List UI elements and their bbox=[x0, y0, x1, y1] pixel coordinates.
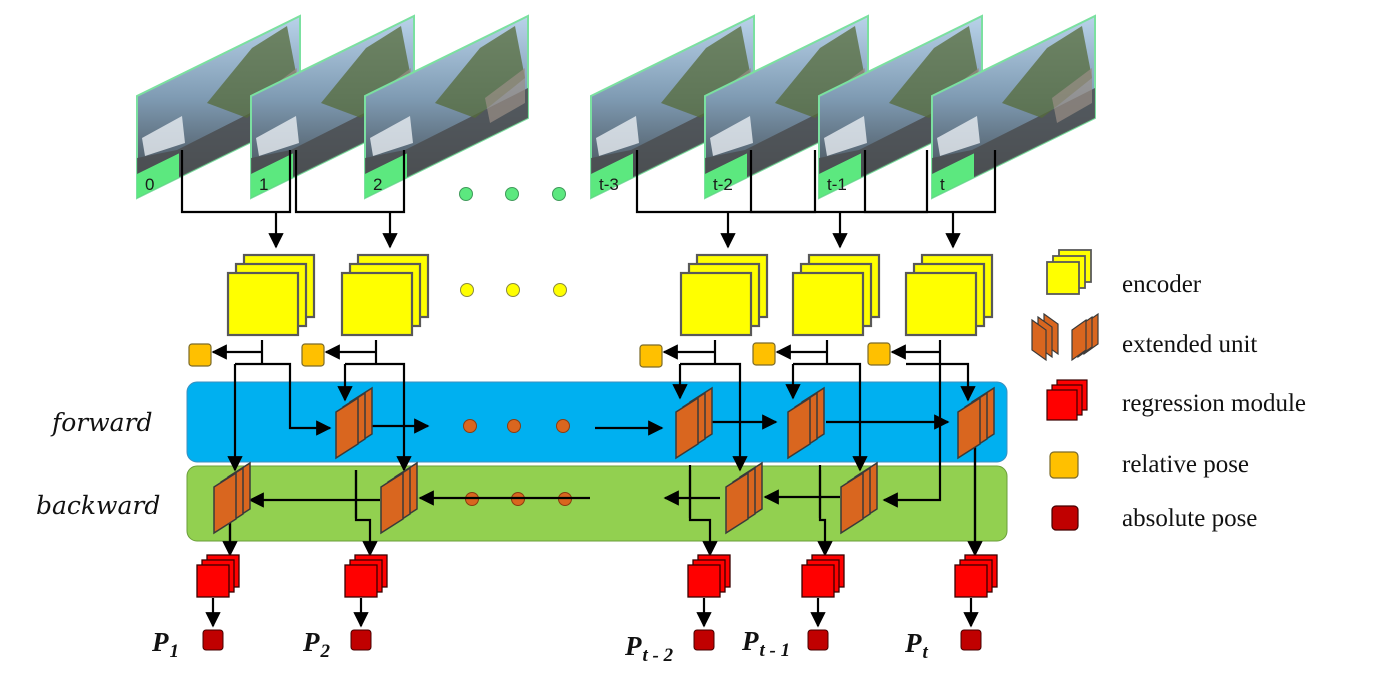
regression-module bbox=[801, 554, 845, 598]
frame-label: t-3 bbox=[599, 175, 619, 194]
legend-encoder-label: encoder bbox=[1122, 271, 1202, 298]
frame-label: 2 bbox=[373, 175, 382, 194]
extended-unit bbox=[957, 386, 995, 460]
encoder bbox=[904, 253, 994, 337]
extended-unit bbox=[213, 461, 251, 535]
output-label: Pt - 1 bbox=[741, 626, 790, 661]
extended-unit bbox=[380, 461, 418, 535]
encoder bbox=[679, 253, 769, 337]
backward-row-label: backward bbox=[36, 491, 160, 520]
backward-band bbox=[186, 465, 1008, 542]
relative-poses bbox=[188, 342, 891, 368]
legend-relative-pose-label: relative pose bbox=[1122, 451, 1249, 478]
absolute-pose bbox=[960, 629, 982, 651]
forward-ellipsis bbox=[463, 419, 570, 433]
forward-row-label: forward bbox=[50, 408, 153, 437]
relative-pose bbox=[867, 342, 891, 366]
output-label: Pt bbox=[904, 628, 929, 663]
regression-module bbox=[344, 554, 388, 598]
absolute-pose bbox=[350, 629, 372, 651]
frame-label: 1 bbox=[259, 175, 268, 194]
extended-unit bbox=[840, 461, 878, 535]
regression-module bbox=[196, 554, 240, 598]
regression-modules bbox=[196, 554, 998, 651]
extended-units bbox=[213, 386, 995, 535]
legend-extended-unit-label: extended unit bbox=[1122, 331, 1257, 358]
connection-wires bbox=[180, 150, 997, 628]
output-labels: P1 P2 Pt - 2 Pt - 1 Pt bbox=[151, 626, 929, 666]
frame-label: t bbox=[940, 175, 945, 194]
input-frames: 0 1 2 t-3 t-2 t-1 t bbox=[136, 14, 1096, 200]
legend-extended-unit-icon bbox=[1031, 312, 1099, 362]
frame-t: t bbox=[931, 14, 1096, 200]
frame-2: 2 bbox=[364, 14, 529, 200]
absolute-pose bbox=[693, 629, 715, 651]
encoder-ellipsis bbox=[460, 283, 567, 297]
frame-ellipsis bbox=[459, 187, 566, 201]
encoder bbox=[226, 253, 316, 337]
absolute-pose bbox=[202, 629, 224, 651]
absolute-pose bbox=[807, 629, 829, 651]
extended-unit bbox=[675, 386, 713, 460]
encoder bbox=[340, 253, 430, 337]
regression-module bbox=[954, 554, 998, 598]
regression-module bbox=[687, 554, 731, 598]
encoders bbox=[226, 253, 994, 337]
legend-absolute-pose-icon bbox=[1051, 505, 1079, 531]
relative-pose bbox=[188, 343, 212, 367]
legend-absolute-pose-label: absolute pose bbox=[1122, 505, 1257, 532]
frame-label: t-1 bbox=[827, 175, 847, 194]
legend-regression-module-icon bbox=[1046, 379, 1088, 421]
output-label: Pt - 2 bbox=[624, 631, 674, 666]
frame-label: 0 bbox=[145, 175, 154, 194]
legend-icons bbox=[1031, 249, 1099, 531]
legend-regression-module-label: regression module bbox=[1122, 390, 1306, 417]
legend-encoder-icon bbox=[1046, 249, 1092, 295]
frame-label: t-2 bbox=[713, 175, 733, 194]
extended-unit bbox=[725, 461, 763, 535]
relative-pose bbox=[639, 344, 663, 368]
extended-unit bbox=[787, 386, 825, 460]
relative-pose bbox=[301, 343, 325, 367]
output-label: P1 bbox=[151, 627, 179, 662]
legend: encoder extended unit regression module … bbox=[1031, 249, 1306, 532]
extended-unit bbox=[335, 386, 373, 460]
legend-relative-pose-icon bbox=[1049, 451, 1079, 479]
output-label: P2 bbox=[302, 627, 331, 662]
encoder bbox=[791, 253, 881, 337]
relative-pose bbox=[752, 342, 776, 366]
